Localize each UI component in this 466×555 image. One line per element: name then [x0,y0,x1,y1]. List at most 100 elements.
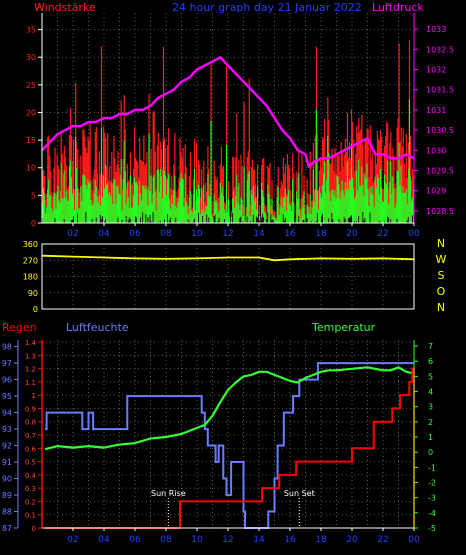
bottom-x-tick-label: 02 [67,535,78,545]
right-tick-label: 1032 [426,66,446,75]
wind-average-bar [124,171,126,223]
wind-average-bar [115,204,117,223]
wind-minimum-bar [252,214,254,223]
wind-average-bar [342,190,344,223]
wind-average-bar [187,213,189,223]
wind-average-bar [116,186,118,223]
wind-average-bar [154,191,156,223]
wind-gust-bar [380,136,383,223]
wind-average-bar [119,194,121,223]
wind-minimum-bar [91,218,93,223]
wind-average-bar [221,187,223,223]
wind-average-bar [325,192,327,223]
wind-minimum-bar [77,213,79,223]
wind-average-bar [377,177,380,223]
wind-average-bar [126,182,128,223]
wind-average-bar [144,188,146,223]
wind-gust-bar [278,203,280,223]
wind-average-bar [261,183,263,223]
wind-average-bar [321,197,323,223]
wind-average-bar [201,188,203,223]
wind-minimum-bar [362,212,364,223]
wind-average-bar [224,213,227,223]
wind-average-bar [197,196,199,223]
wind-minimum-bar [136,217,138,223]
wind-average-bar [285,210,288,223]
direction-tick-label: 180 [23,273,38,282]
wind-average-bar [57,185,59,223]
wind-minimum-bar [283,221,285,223]
humidity-tick-label: 92 [2,442,12,451]
wind-average-bar [213,194,215,223]
wind-gust-bar [282,157,284,223]
wind-average-bar [335,198,337,223]
wind-minimum-bar [284,217,287,223]
wind-gust-bar [99,174,102,223]
wind-average-bar [177,202,179,223]
wind-average-bar [238,183,240,223]
wind-average-bar [125,203,127,223]
wind-average-bar [159,169,161,223]
humidity-tick-label: 88 [2,508,12,517]
wind-gust-bar [367,128,369,223]
wind-minimum-bar [390,219,392,223]
wind-gust-bar [54,147,56,223]
wind-minimum-bar [294,215,296,223]
wind-average-bar [160,176,163,223]
wind-average-bar [366,163,368,223]
temperature-line [44,366,415,451]
wind-average-bar [345,189,347,223]
wind-gust-bar [398,43,400,224]
wind-average-bar [112,204,114,223]
wind-average-bar [192,194,195,223]
wind-gust-bar [202,190,204,223]
wind-average-bar [264,211,266,223]
wind-minimum-bar [272,219,274,223]
wind-average-bar [309,194,311,223]
wind-average-bar [193,169,196,223]
wind-average-bar [52,211,54,223]
wind-average-bar [210,121,212,223]
wind-gust-bar [61,153,63,223]
wind-minimum-bar [340,221,342,223]
wind-average-bar [280,197,282,223]
wind-average-bar [153,175,155,223]
wind-minimum-bar [259,220,261,223]
wind-average-bar [341,180,343,223]
wind-gust-bar [213,160,215,223]
wind-gust-bar [360,129,362,223]
humidity-tick-label: 94 [2,409,12,418]
wind-average-bar [225,145,228,223]
wind-average-bar [76,168,78,223]
wind-gust-bar [52,197,54,223]
wind-average-bar [267,184,269,223]
wind-minimum-bar [152,211,154,223]
wind-average-bar [318,187,321,223]
wind-minimum-bar [192,221,195,223]
wind-average-bar [141,200,143,223]
wind-minimum-bar [129,219,132,223]
wind-average-bar [339,198,341,223]
wind-average-bar [68,166,71,223]
wind-minimum-bar [73,216,75,223]
wind-average-bar [386,184,388,223]
wind-gust-bar [214,176,216,223]
wind-gust-bar [112,183,114,223]
wind-gust-bar [222,165,225,223]
wind-average-bar [235,196,237,223]
wind-minimum-bar [232,212,234,223]
wind-gust-bar [248,78,250,224]
wind-gust-bar [211,201,213,223]
wind-gust-bar [370,160,372,223]
wind-average-bar [73,188,75,223]
x-tick-label: 22 [377,229,388,239]
wind-minimum-bar [183,221,185,223]
wind-gust-bar [354,171,356,223]
wind-minimum-bar [315,221,318,223]
wind-gust-bar [309,151,311,223]
wind-average-bar [191,212,194,223]
wind-average-bar [329,191,331,223]
wind-average-bar [203,185,205,223]
wind-average-bar [114,180,116,223]
x-tick-label: 20 [346,229,358,239]
